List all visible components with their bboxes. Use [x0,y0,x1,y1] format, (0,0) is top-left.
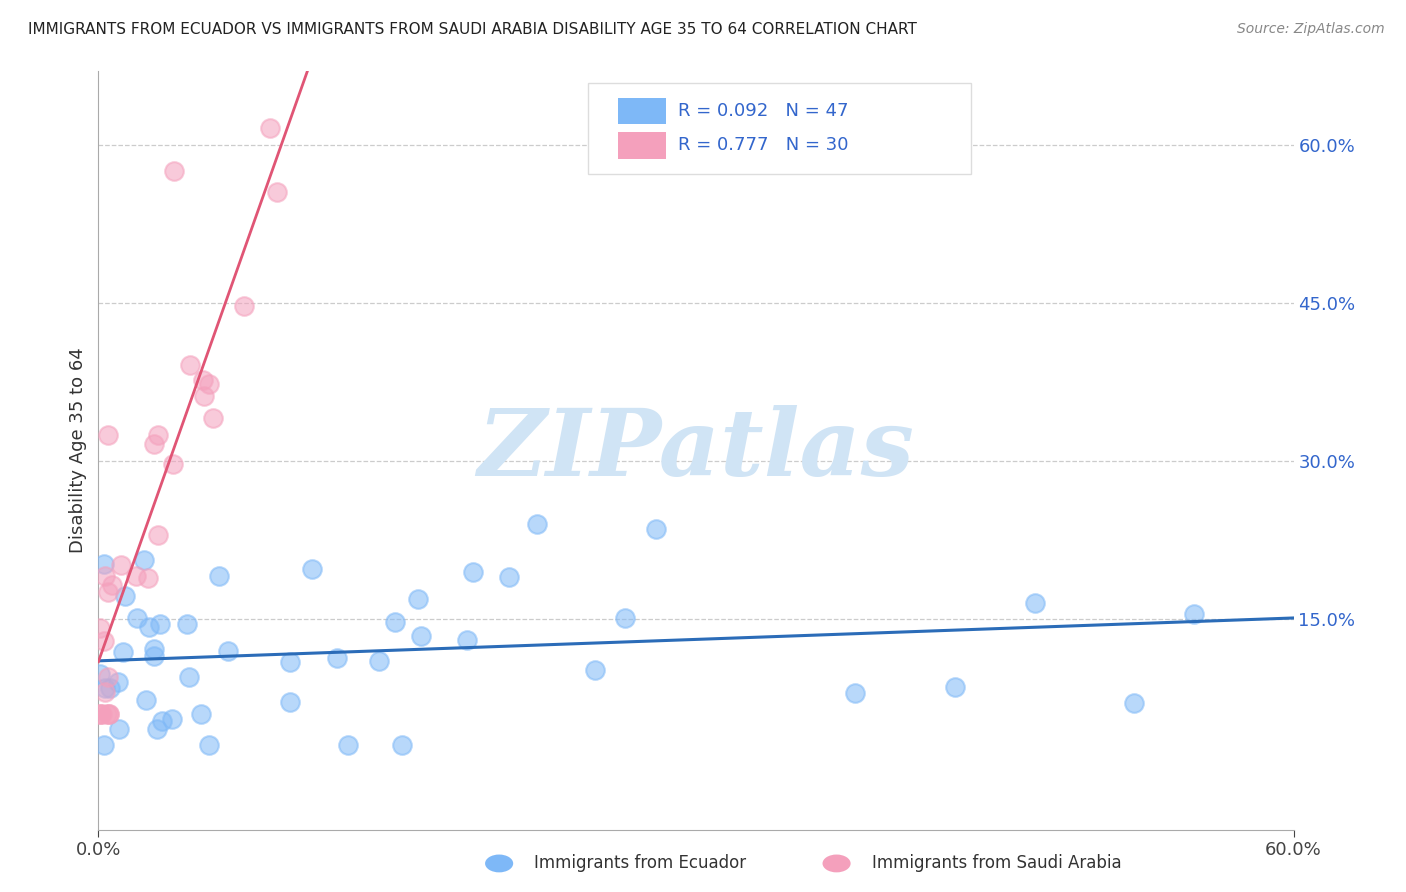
Point [844,686,866,700]
Point [1182,607,1205,621]
Point [149,616,172,631]
Point [148,527,170,541]
Y-axis label: Disability Age 35 to 64: Disability Age 35 to 64 [69,348,87,553]
Point [1024,596,1046,610]
Point [498,570,520,584]
Bar [619,98,666,124]
Point [456,632,478,647]
Point [198,739,221,753]
Point [89,706,111,721]
Point [93,634,115,648]
Point [943,681,966,695]
Point [93,739,115,753]
Point [326,651,349,665]
Point [259,121,281,136]
Point [163,164,186,178]
Point [150,714,173,728]
Point [89,667,111,681]
Point [202,410,225,425]
Point [136,571,159,585]
Point [645,523,668,537]
Point [162,457,184,471]
Point [146,428,169,442]
Point [142,437,165,451]
Point [406,592,429,607]
Point [91,706,114,721]
Text: R = 0.092   N = 47: R = 0.092 N = 47 [678,102,849,120]
Point [526,517,548,532]
Bar [619,132,666,159]
Point [98,681,121,695]
Point [112,645,135,659]
Point [101,577,124,591]
Point [336,739,359,753]
Point [93,557,115,571]
Point [110,558,132,572]
Point [190,706,212,721]
Point [134,552,156,566]
Point [367,654,389,668]
Point [138,620,160,634]
Text: Source: ZipAtlas.com: Source: ZipAtlas.com [1237,22,1385,37]
Text: ZIPatlas: ZIPatlas [478,406,914,495]
Point [135,693,157,707]
Point [94,569,117,583]
Point [108,722,131,736]
Point [198,377,221,392]
Point [160,712,183,726]
Point [98,706,121,721]
Point [96,706,118,721]
Point [176,616,198,631]
Point [98,706,121,721]
Point [391,739,413,753]
Point [146,723,169,737]
Point [93,681,115,695]
Point [461,566,484,580]
Text: IMMIGRANTS FROM ECUADOR VS IMMIGRANTS FROM SAUDI ARABIA DISABILITY AGE 35 TO 64 : IMMIGRANTS FROM ECUADOR VS IMMIGRANTS FR… [28,22,917,37]
Point [125,611,148,625]
Point [97,585,120,599]
Text: Immigrants from Saudi Arabia: Immigrants from Saudi Arabia [872,855,1122,872]
Point [193,389,215,403]
Point [233,299,256,313]
Point [217,644,239,658]
Point [179,358,201,372]
Point [613,611,636,625]
Point [97,670,120,684]
Point [125,569,148,583]
Point [191,373,214,387]
Point [97,427,120,442]
Point [177,670,200,684]
Point [1123,696,1146,710]
Point [278,655,301,669]
Point [89,706,111,721]
Text: Immigrants from Ecuador: Immigrants from Ecuador [534,855,747,872]
Point [142,649,165,664]
Point [266,185,288,199]
FancyBboxPatch shape [589,83,972,174]
Point [409,629,432,643]
Point [114,589,136,603]
Point [94,684,117,698]
Point [278,695,301,709]
Point [208,569,231,583]
Point [89,621,111,635]
Point [142,641,165,656]
Text: R = 0.777   N = 30: R = 0.777 N = 30 [678,136,849,153]
Point [301,561,323,575]
Point [384,615,406,629]
Point [107,674,129,689]
Point [583,663,606,677]
